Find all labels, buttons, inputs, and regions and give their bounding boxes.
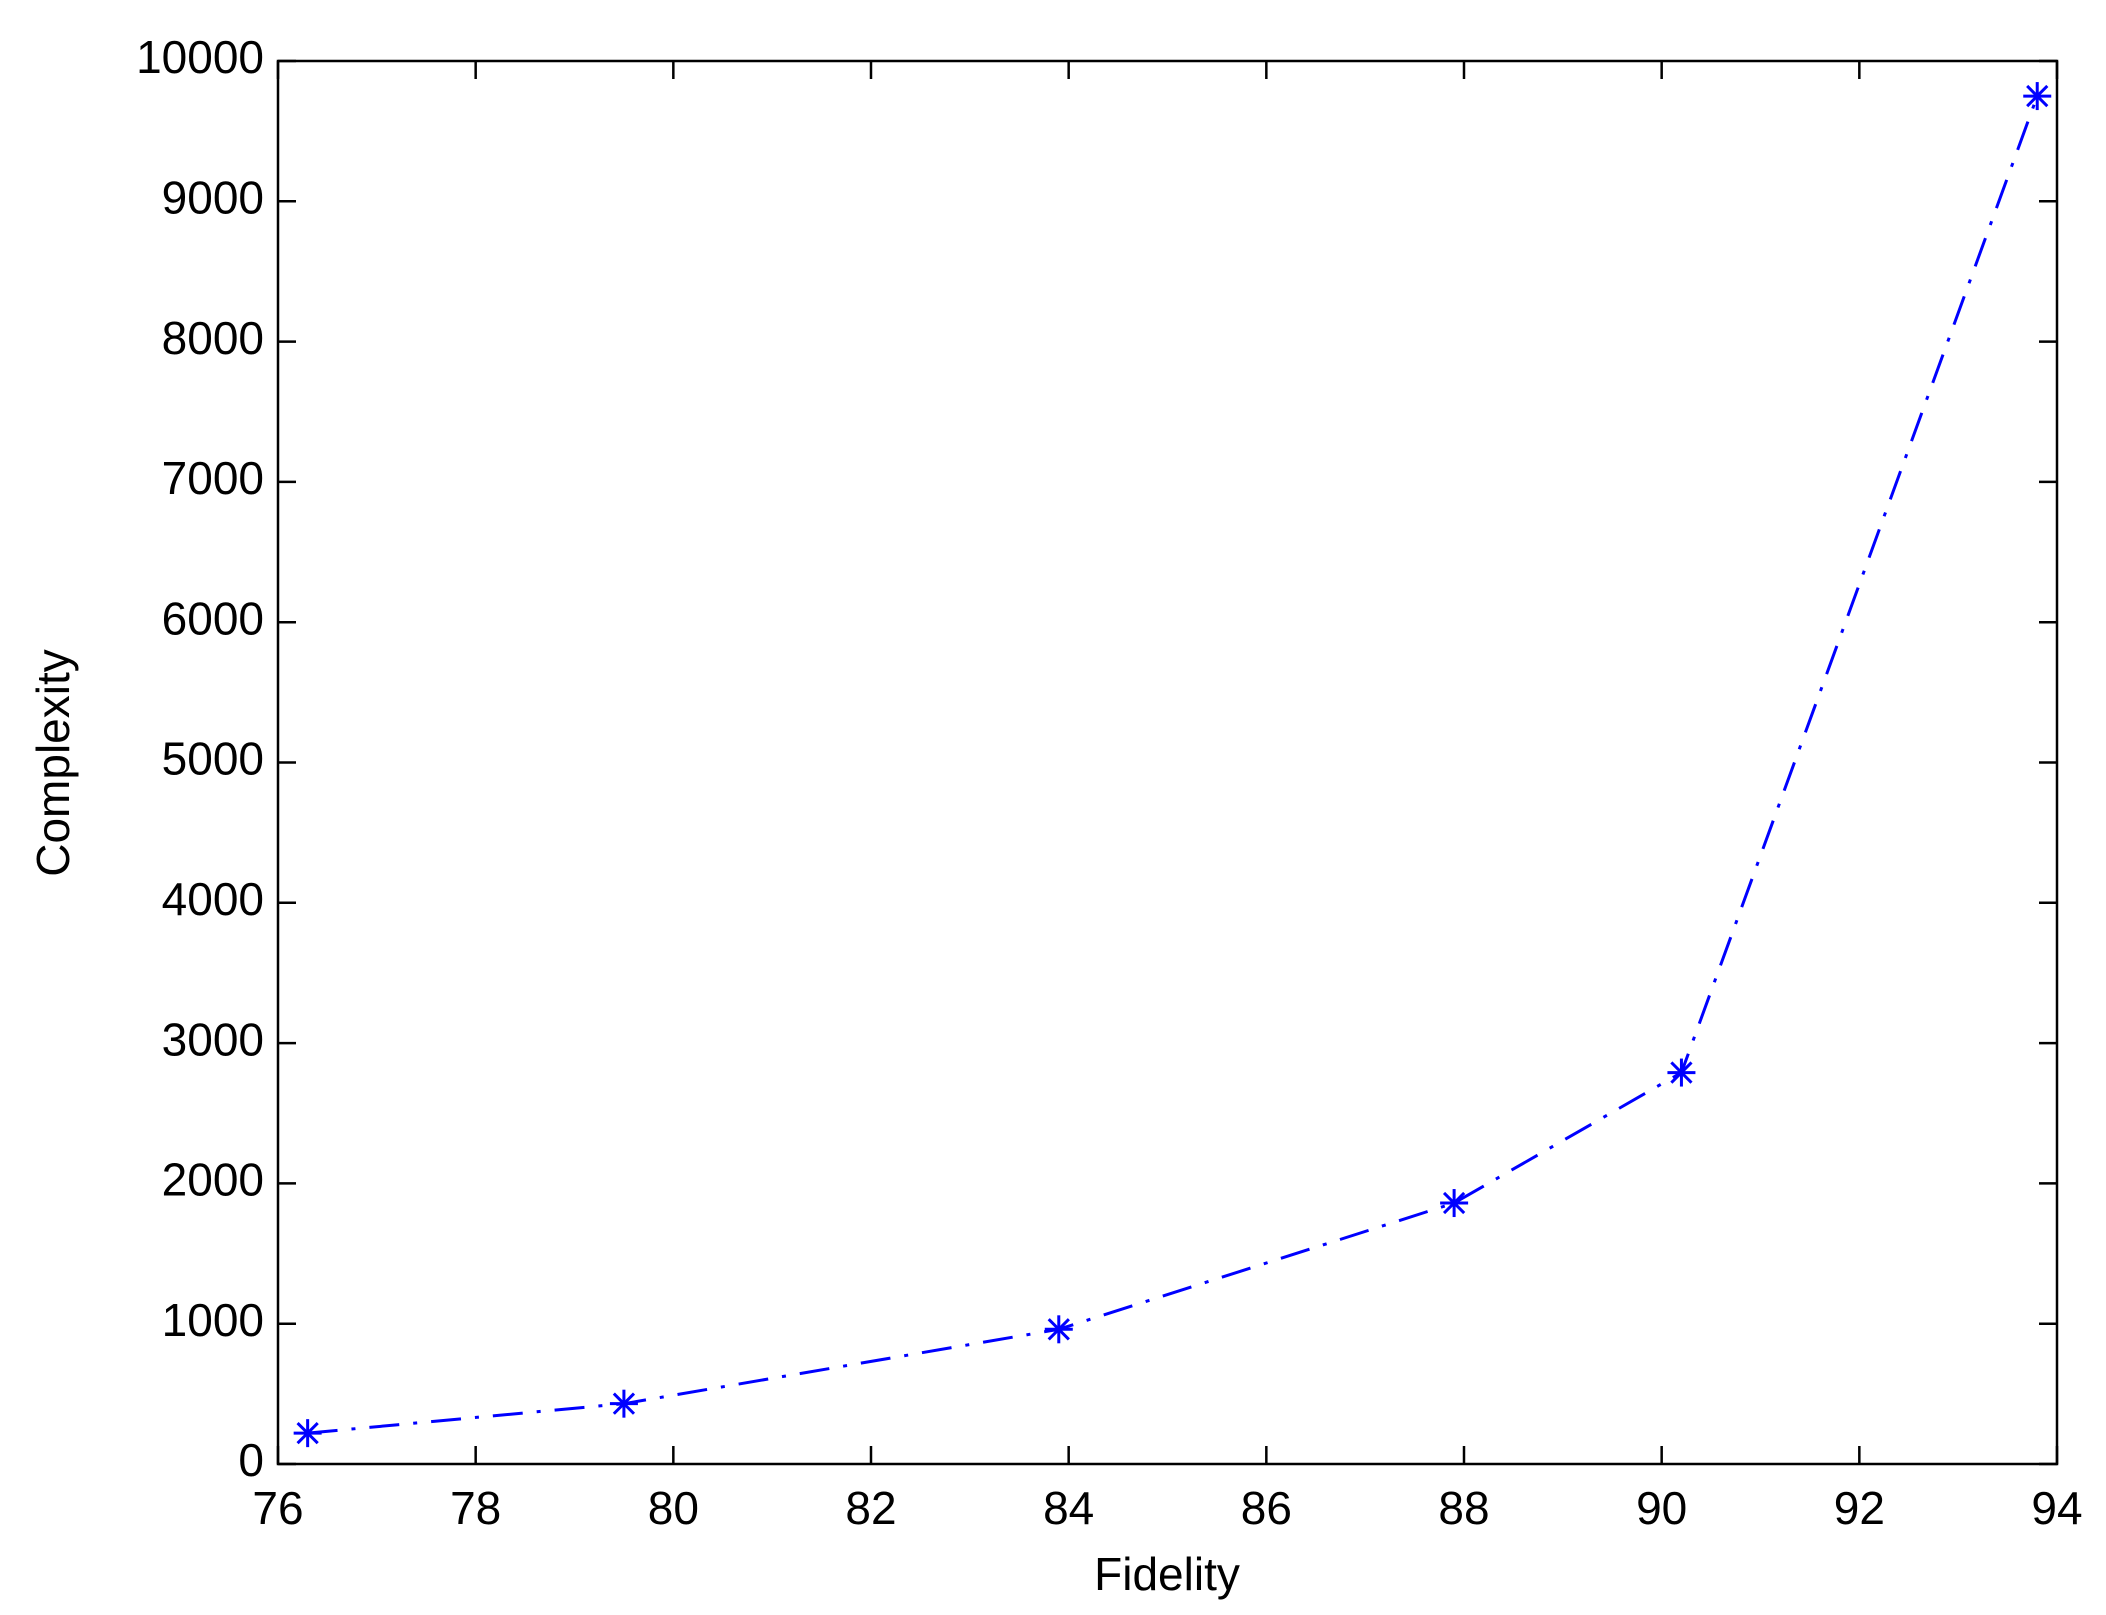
data-line [307,95,2039,1435]
marker-stroke [1047,1318,1070,1341]
y-tick-label: 2000 [162,1154,264,1206]
marker-stroke [296,1421,319,1445]
x-axis-label: Fidelity [1094,1548,1240,1600]
marker-stroke [1442,1191,1466,1215]
x-tick-label: 94 [2031,1482,2082,1534]
data-marker [1667,1058,1696,1087]
x-tick-label: 80 [648,1482,699,1534]
x-tick-label: 88 [1438,1482,1489,1534]
marker-stroke [612,1392,636,1415]
x-tick-label: 92 [1834,1482,1885,1534]
x-tick-label: 86 [1241,1482,1292,1534]
marker-stroke [2026,84,2049,108]
data-marker [1440,1189,1469,1218]
data-marker [1044,1315,1073,1344]
y-tick-label: 8000 [162,312,264,364]
x-tick-label: 78 [450,1482,501,1534]
data-marker [609,1389,638,1418]
y-tick-label: 1000 [162,1294,264,1346]
x-tick-label: 84 [1043,1482,1094,1534]
y-tick-label: 5000 [162,733,264,785]
data-marker [2023,82,2052,111]
y-tick-label: 7000 [162,452,264,504]
y-tick-label: 0 [238,1434,264,1486]
y-tick-label: 3000 [162,1013,264,1065]
y-tick-label: 9000 [162,171,264,223]
y-tick-label: 10000 [136,31,264,83]
y-axis-label: Complexity [27,649,79,877]
y-tick-label: 6000 [162,592,264,644]
x-tick-label: 90 [1636,1482,1687,1534]
x-tick-label: 82 [845,1482,896,1534]
y-tick-label: 4000 [162,873,264,925]
data-marker [293,1419,322,1448]
x-tick-label: 76 [252,1482,303,1534]
marker-stroke [1670,1061,1693,1084]
